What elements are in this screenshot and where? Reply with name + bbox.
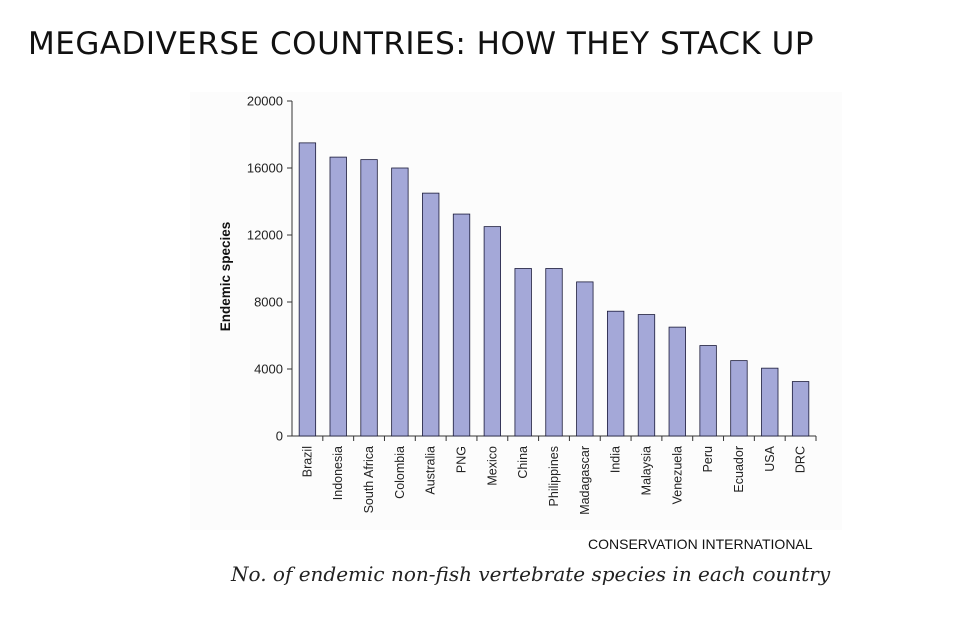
x-category-labels: Brazil Indonesia South Africa Colombia Austr… — [300, 445, 807, 514]
x-tick-label: Peru — [701, 446, 715, 472]
bar-madagascar — [576, 281, 594, 437]
y-tick-label: 12000 — [247, 228, 283, 243]
x-tick-label: DRC — [794, 446, 808, 473]
bar-brazil — [298, 142, 317, 437]
bar-philippines — [545, 268, 563, 437]
y-tick-labels: 0 4000 8000 12000 16000 20000 — [247, 94, 283, 444]
bar-malaysia — [637, 314, 656, 437]
chart-panel: 0 4000 8000 12000 16000 20000 Brazil Indonesia… — [190, 92, 842, 530]
chart-bars — [298, 142, 810, 437]
bar-chart: 0 4000 8000 12000 16000 20000 Brazil Indonesia… — [218, 94, 817, 515]
x-tick-label: China — [516, 446, 530, 479]
x-tick-label: Venezuela — [670, 446, 684, 504]
page-title: MEGADIVERSE COUNTRIES: HOW THEY STACK UP — [28, 26, 815, 62]
bar-usa — [761, 367, 779, 437]
y-axis-title: Endemic species — [218, 222, 233, 332]
x-tick-label: PNG — [455, 446, 469, 473]
x-tick-label: Indonesia — [331, 446, 345, 500]
y-tick-label: 0 — [276, 429, 283, 444]
bar-venezuela — [668, 326, 686, 437]
x-tick-label: Madagascar — [578, 446, 592, 515]
bar-peru — [699, 345, 717, 437]
bar-colombia — [391, 167, 409, 437]
bar-ecuador — [730, 360, 748, 437]
bar-south-africa — [360, 159, 378, 437]
bar-indonesia — [329, 156, 347, 437]
y-tick-label: 8000 — [254, 295, 283, 310]
bar-png — [452, 213, 471, 437]
y-tick-label: 16000 — [247, 161, 283, 176]
y-tick-label: 4000 — [254, 362, 283, 377]
x-tick-label: Philippines — [547, 446, 561, 506]
bar-australia — [422, 192, 440, 437]
bar-drc — [791, 381, 810, 437]
x-tick-label: Malaysia — [639, 446, 653, 495]
x-tick-label: India — [609, 446, 623, 473]
bar-china — [514, 268, 532, 437]
x-tick-label: Mexico — [485, 446, 499, 486]
chart-axes — [287, 100, 817, 441]
source-credit: CONSERVATION INTERNATIONAL — [588, 536, 813, 552]
x-tick-label: Ecuador — [732, 446, 746, 493]
x-tick-label: USA — [763, 445, 777, 471]
x-tick-label: South Africa — [362, 446, 376, 513]
x-tick-label: Australia — [424, 446, 438, 495]
chart-caption: No. of endemic non-fish vertebrate speci… — [231, 562, 831, 586]
bar-india — [606, 310, 625, 437]
y-tick-label: 20000 — [247, 94, 283, 109]
x-tick-label: Brazil — [300, 446, 314, 477]
bar-mexico — [483, 226, 502, 437]
x-tick-label: Colombia — [393, 446, 407, 499]
